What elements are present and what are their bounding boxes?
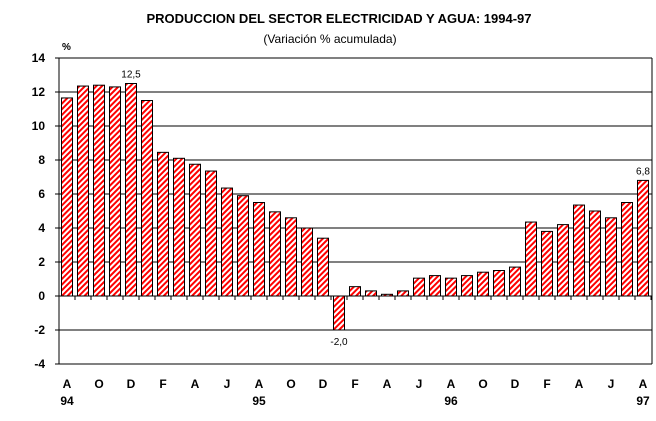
x-tick-label: J (608, 377, 615, 391)
bar (445, 277, 457, 297)
bar (269, 211, 281, 297)
bar (365, 290, 377, 297)
bar (637, 179, 649, 297)
bar (605, 217, 617, 297)
x-tick-label: A (447, 377, 456, 391)
bar (429, 275, 441, 297)
bar (109, 86, 121, 297)
chart-title: PRODUCCION DEL SECTOR ELECTRICIDAD Y AGU… (146, 11, 531, 26)
bar (589, 210, 601, 297)
x-tick-label: A (383, 377, 392, 391)
year-label: 94 (60, 394, 74, 408)
bar (381, 293, 393, 297)
bar (157, 151, 169, 297)
x-tick-label: F (159, 377, 166, 391)
y-tick-label: 2 (38, 255, 45, 269)
bar (189, 163, 201, 297)
bar (477, 271, 489, 297)
bar (413, 277, 425, 297)
x-tick-label: A (255, 377, 264, 391)
bar (253, 202, 265, 297)
x-tick-label: O (286, 377, 295, 391)
y-tick-label: 14 (32, 51, 46, 65)
x-tick-label: D (319, 377, 328, 391)
bar (509, 266, 521, 297)
x-tick-label: J (416, 377, 423, 391)
y-axis-label: % (62, 42, 71, 53)
bar (333, 295, 345, 331)
bar (573, 204, 585, 297)
y-tick-label: -4 (34, 357, 45, 371)
year-label: 97 (636, 394, 650, 408)
bar (285, 217, 297, 297)
bar (349, 286, 361, 297)
x-tick-label: O (478, 377, 487, 391)
bar (621, 202, 633, 297)
x-tick-label: A (63, 377, 72, 391)
bar (493, 270, 505, 297)
bar (125, 83, 137, 297)
year-label: 96 (444, 394, 458, 408)
bar (237, 195, 249, 297)
bar (557, 224, 569, 297)
x-tick-label: F (351, 377, 358, 391)
x-tick-label: O (94, 377, 103, 391)
x-tick-label: A (575, 377, 584, 391)
x-tick-label: D (127, 377, 136, 391)
x-tick-label: A (191, 377, 200, 391)
bar (397, 290, 409, 297)
y-tick-label: 4 (38, 221, 45, 235)
y-tick-label: 6 (38, 187, 45, 201)
y-tick-label: 8 (38, 153, 45, 167)
y-tick-label: 12 (32, 85, 46, 99)
bar (525, 221, 537, 297)
bar (205, 170, 217, 297)
x-tick-label: J (224, 377, 231, 391)
bar (301, 227, 313, 297)
y-tick-label: 0 (38, 289, 45, 303)
bar (93, 84, 105, 297)
data-label: 12,5 (121, 70, 141, 81)
x-tick-label: A (639, 377, 648, 391)
bar (173, 157, 185, 297)
data-label: -2,0 (330, 337, 348, 348)
chart-subtitle: (Variación % acumulada) (263, 32, 396, 46)
x-tick-label: D (511, 377, 520, 391)
data-label: 6,8 (636, 166, 650, 177)
bar (461, 275, 473, 297)
bar (141, 100, 153, 297)
bar (77, 85, 89, 297)
bar (61, 97, 73, 297)
year-label: 95 (252, 394, 266, 408)
bar (317, 237, 329, 297)
y-tick-label: 10 (32, 119, 46, 133)
bar (541, 230, 553, 297)
bar (221, 187, 233, 297)
y-tick-label: -2 (34, 323, 45, 337)
x-tick-label: F (543, 377, 550, 391)
